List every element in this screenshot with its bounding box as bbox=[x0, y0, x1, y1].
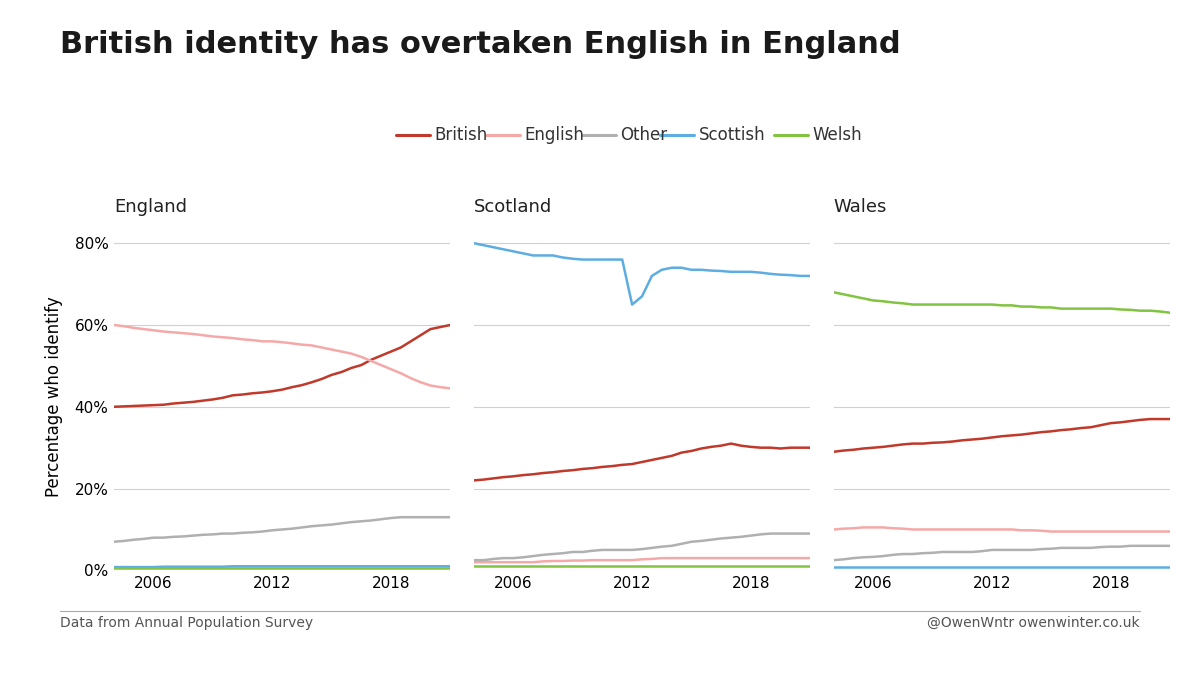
Text: England: England bbox=[114, 198, 187, 215]
Text: Scotland: Scotland bbox=[474, 198, 552, 215]
Text: @OwenWntr owenwinter.co.uk: @OwenWntr owenwinter.co.uk bbox=[928, 616, 1140, 630]
Text: British identity has overtaken English in England: British identity has overtaken English i… bbox=[60, 30, 901, 59]
Text: Wales: Wales bbox=[834, 198, 887, 215]
Text: Welsh: Welsh bbox=[812, 126, 862, 144]
Text: Scottish: Scottish bbox=[698, 126, 766, 144]
Text: Data from Annual Population Survey: Data from Annual Population Survey bbox=[60, 616, 313, 630]
Y-axis label: Percentage who identify: Percentage who identify bbox=[46, 296, 64, 497]
Text: Other: Other bbox=[620, 126, 667, 144]
Text: English: English bbox=[524, 126, 584, 144]
Text: British: British bbox=[434, 126, 487, 144]
